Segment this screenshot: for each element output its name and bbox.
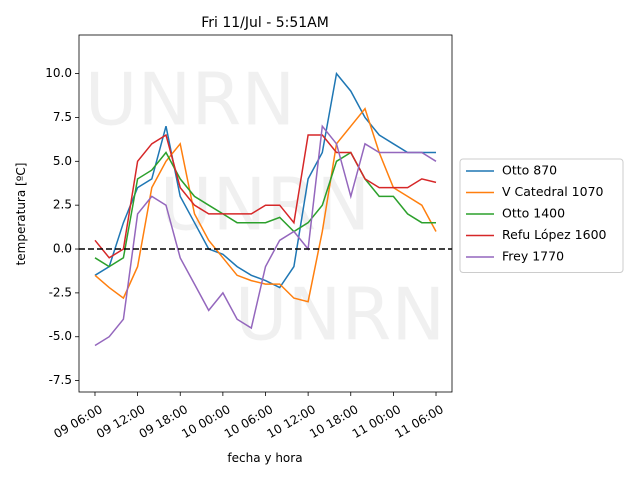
legend-label: Frey 1770 (502, 249, 564, 264)
legend-label: Otto 870 (502, 163, 557, 178)
legend-box (459, 158, 624, 273)
series-line (94, 133, 437, 259)
legend-label: Refu López 1600 (502, 227, 607, 242)
y-tick-label: 5.0 (53, 154, 72, 168)
watermark: UNRN (160, 163, 370, 247)
y-tick-label: 10.0 (45, 66, 72, 80)
chart-title: Fri 11/Jul - 5:51AM (201, 15, 329, 31)
y-tick-label: 7.5 (53, 110, 72, 124)
legend-label: V Catedral 1070 (502, 184, 604, 199)
watermark: UNRN (235, 273, 445, 357)
x-tick-label: 11 06:00 (392, 402, 445, 441)
series-line (94, 71, 436, 289)
y-axis-label: temperatura [ºC] (14, 163, 28, 266)
y-tick-label: -5.0 (49, 329, 72, 343)
y-tick-label: -2.5 (49, 285, 72, 299)
legend-label: Otto 1400 (502, 206, 565, 221)
y-tick-label: -7.5 (49, 373, 72, 387)
series-line (94, 124, 437, 347)
y-tick-label: 2.5 (53, 198, 72, 212)
series-line (94, 151, 436, 268)
x-axis-label: fecha y hora (227, 451, 302, 465)
watermark: UNRN (85, 58, 295, 142)
y-tick-label: 0.0 (53, 242, 72, 256)
